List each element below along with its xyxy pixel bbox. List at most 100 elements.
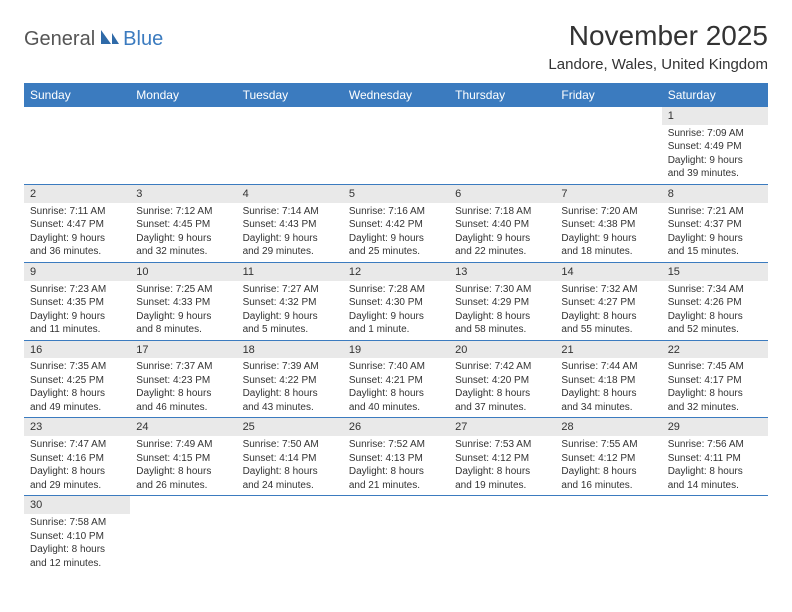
weekday-header: Sunday (24, 83, 130, 107)
day-number-cell (555, 107, 661, 125)
day-content-cell: Sunrise: 7:56 AMSunset: 4:11 PMDaylight:… (662, 436, 768, 496)
day-content-cell: Sunrise: 7:30 AMSunset: 4:29 PMDaylight:… (449, 281, 555, 341)
daylight-text: Daylight: 8 hours and 26 minutes. (136, 465, 230, 492)
day-content-cell (555, 125, 661, 185)
sunrise-text: Sunrise: 7:12 AM (136, 205, 230, 219)
daylight-text: Daylight: 8 hours and 49 minutes. (30, 387, 124, 414)
sunrise-text: Sunrise: 7:18 AM (455, 205, 549, 219)
sunrise-text: Sunrise: 7:45 AM (668, 360, 762, 374)
weekday-header: Saturday (662, 83, 768, 107)
day-content-cell: Sunrise: 7:53 AMSunset: 4:12 PMDaylight:… (449, 436, 555, 496)
day-content-cell (662, 514, 768, 573)
sunrise-text: Sunrise: 7:14 AM (243, 205, 337, 219)
day-number-cell: 15 (662, 262, 768, 280)
day-number-cell: 21 (555, 340, 661, 358)
day-number-cell: 23 (24, 418, 130, 436)
day-content-row: Sunrise: 7:11 AMSunset: 4:47 PMDaylight:… (24, 203, 768, 263)
sunset-text: Sunset: 4:12 PM (455, 452, 549, 466)
logo-text-blue: Blue (123, 28, 163, 51)
location: Landore, Wales, United Kingdom (548, 56, 768, 73)
day-number-cell: 8 (662, 184, 768, 202)
weekday-header: Thursday (449, 83, 555, 107)
daylight-text: Daylight: 8 hours and 34 minutes. (561, 387, 655, 414)
day-content-cell (449, 125, 555, 185)
day-content-cell: Sunrise: 7:40 AMSunset: 4:21 PMDaylight:… (343, 358, 449, 418)
calendar-table: Sunday Monday Tuesday Wednesday Thursday… (24, 83, 768, 573)
sunset-text: Sunset: 4:13 PM (349, 452, 443, 466)
day-content-row: Sunrise: 7:47 AMSunset: 4:16 PMDaylight:… (24, 436, 768, 496)
daylight-text: Daylight: 8 hours and 14 minutes. (668, 465, 762, 492)
day-number-cell: 27 (449, 418, 555, 436)
sunrise-text: Sunrise: 7:28 AM (349, 283, 443, 297)
sunrise-text: Sunrise: 7:35 AM (30, 360, 124, 374)
day-content-cell: Sunrise: 7:50 AMSunset: 4:14 PMDaylight:… (237, 436, 343, 496)
weekday-header-row: Sunday Monday Tuesday Wednesday Thursday… (24, 83, 768, 107)
day-content-cell: Sunrise: 7:09 AMSunset: 4:49 PMDaylight:… (662, 125, 768, 185)
day-number-cell (130, 107, 236, 125)
daylight-text: Daylight: 8 hours and 52 minutes. (668, 310, 762, 337)
sunset-text: Sunset: 4:22 PM (243, 374, 337, 388)
day-number-cell (343, 107, 449, 125)
daylight-text: Daylight: 9 hours and 25 minutes. (349, 232, 443, 259)
day-number-row: 30 (24, 496, 768, 514)
sunset-text: Sunset: 4:40 PM (455, 218, 549, 232)
sunset-text: Sunset: 4:21 PM (349, 374, 443, 388)
sunset-text: Sunset: 4:42 PM (349, 218, 443, 232)
day-number-row: 23242526272829 (24, 418, 768, 436)
sunrise-text: Sunrise: 7:16 AM (349, 205, 443, 219)
day-content-row: Sunrise: 7:23 AMSunset: 4:35 PMDaylight:… (24, 281, 768, 341)
day-content-cell: Sunrise: 7:55 AMSunset: 4:12 PMDaylight:… (555, 436, 661, 496)
sunset-text: Sunset: 4:27 PM (561, 296, 655, 310)
day-number-cell: 10 (130, 262, 236, 280)
day-number-row: 9101112131415 (24, 262, 768, 280)
sunset-text: Sunset: 4:29 PM (455, 296, 549, 310)
daylight-text: Daylight: 8 hours and 21 minutes. (349, 465, 443, 492)
sunrise-text: Sunrise: 7:20 AM (561, 205, 655, 219)
sunrise-text: Sunrise: 7:27 AM (243, 283, 337, 297)
day-number-cell: 18 (237, 340, 343, 358)
daylight-text: Daylight: 8 hours and 32 minutes. (668, 387, 762, 414)
day-content-cell: Sunrise: 7:49 AMSunset: 4:15 PMDaylight:… (130, 436, 236, 496)
sunrise-text: Sunrise: 7:42 AM (455, 360, 549, 374)
day-content-cell: Sunrise: 7:32 AMSunset: 4:27 PMDaylight:… (555, 281, 661, 341)
sunrise-text: Sunrise: 7:44 AM (561, 360, 655, 374)
day-number-cell (130, 496, 236, 514)
day-number-cell (555, 496, 661, 514)
day-content-cell (130, 125, 236, 185)
day-number-cell: 22 (662, 340, 768, 358)
weekday-header: Monday (130, 83, 236, 107)
sunset-text: Sunset: 4:11 PM (668, 452, 762, 466)
daylight-text: Daylight: 9 hours and 18 minutes. (561, 232, 655, 259)
day-content-cell (24, 125, 130, 185)
day-number-cell: 17 (130, 340, 236, 358)
sunset-text: Sunset: 4:17 PM (668, 374, 762, 388)
sail-icon (99, 28, 121, 51)
day-content-cell: Sunrise: 7:18 AMSunset: 4:40 PMDaylight:… (449, 203, 555, 263)
sunrise-text: Sunrise: 7:37 AM (136, 360, 230, 374)
day-content-cell: Sunrise: 7:42 AMSunset: 4:20 PMDaylight:… (449, 358, 555, 418)
day-content-cell: Sunrise: 7:47 AMSunset: 4:16 PMDaylight:… (24, 436, 130, 496)
sunrise-text: Sunrise: 7:30 AM (455, 283, 549, 297)
sunrise-text: Sunrise: 7:53 AM (455, 438, 549, 452)
day-content-cell: Sunrise: 7:12 AMSunset: 4:45 PMDaylight:… (130, 203, 236, 263)
day-content-cell: Sunrise: 7:28 AMSunset: 4:30 PMDaylight:… (343, 281, 449, 341)
sunrise-text: Sunrise: 7:49 AM (136, 438, 230, 452)
day-content-cell (555, 514, 661, 573)
day-content-cell: Sunrise: 7:45 AMSunset: 4:17 PMDaylight:… (662, 358, 768, 418)
sunrise-text: Sunrise: 7:55 AM (561, 438, 655, 452)
sunset-text: Sunset: 4:43 PM (243, 218, 337, 232)
day-number-cell: 11 (237, 262, 343, 280)
daylight-text: Daylight: 8 hours and 40 minutes. (349, 387, 443, 414)
day-content-cell: Sunrise: 7:35 AMSunset: 4:25 PMDaylight:… (24, 358, 130, 418)
sunrise-text: Sunrise: 7:50 AM (243, 438, 337, 452)
daylight-text: Daylight: 9 hours and 1 minute. (349, 310, 443, 337)
sunset-text: Sunset: 4:20 PM (455, 374, 549, 388)
day-number-row: 1 (24, 107, 768, 125)
daylight-text: Daylight: 8 hours and 46 minutes. (136, 387, 230, 414)
day-content-cell: Sunrise: 7:25 AMSunset: 4:33 PMDaylight:… (130, 281, 236, 341)
day-number-cell: 25 (237, 418, 343, 436)
sunset-text: Sunset: 4:30 PM (349, 296, 443, 310)
day-number-cell (237, 107, 343, 125)
sunrise-text: Sunrise: 7:21 AM (668, 205, 762, 219)
sunset-text: Sunset: 4:33 PM (136, 296, 230, 310)
